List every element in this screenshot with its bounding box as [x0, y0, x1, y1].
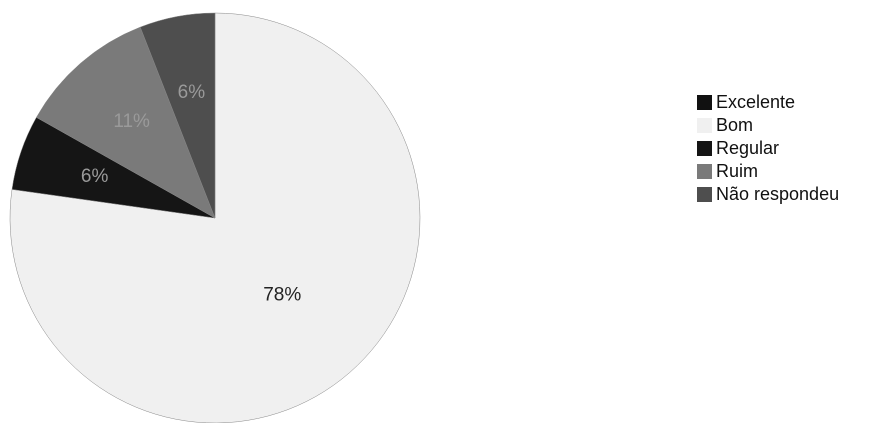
legend-label: Regular [716, 138, 779, 158]
pie-slice [139, 12, 216, 219]
legend-swatch [697, 164, 712, 179]
legend-label: Não respondeu [716, 184, 839, 204]
data-label: 11% [113, 111, 150, 132]
legend-swatch [697, 95, 712, 110]
data-label: 6% [81, 166, 109, 187]
legend-label: Excelente [716, 92, 795, 112]
data-label: 6% [178, 82, 206, 103]
data-label: 78% [263, 284, 301, 305]
legend-swatch [697, 118, 712, 133]
legend-swatch [697, 141, 712, 156]
legend-label: Bom [716, 115, 753, 135]
legend-swatch [697, 187, 712, 202]
legend-label: Ruim [716, 161, 758, 181]
pie-slice [36, 26, 216, 219]
